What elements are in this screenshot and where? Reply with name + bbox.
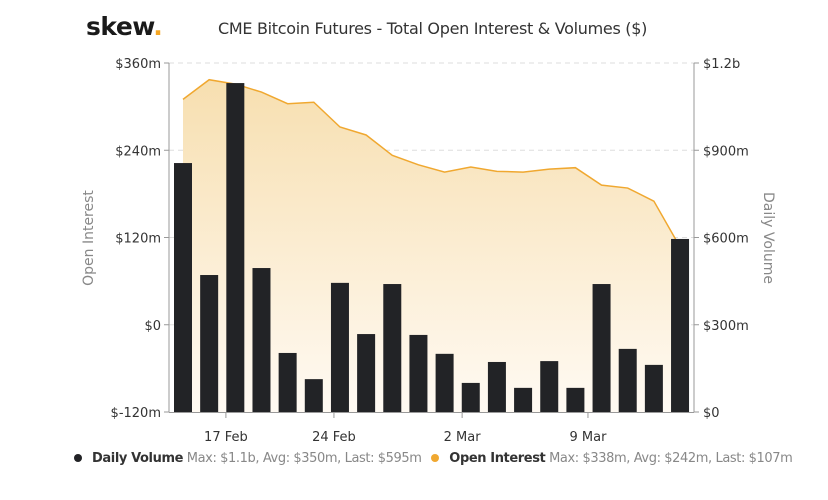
- legend-dot-daily-volume: [74, 453, 82, 462]
- volume-bar: [357, 334, 376, 412]
- x-tick-label: 17 Feb: [204, 430, 248, 445]
- volume-bar: [252, 268, 271, 412]
- volume-bar: [278, 352, 297, 412]
- right-tick-label: $300m: [703, 319, 749, 334]
- left-tick-label: $240m: [115, 144, 161, 159]
- volume-bar: [304, 379, 323, 412]
- volume-bar: [566, 387, 585, 412]
- legend-name: Daily Volume: [92, 451, 184, 466]
- volume-bar: [435, 353, 454, 412]
- x-tick-label: 2 Mar: [444, 430, 482, 445]
- volume-bar: [409, 334, 428, 412]
- left-tick-label: $0: [144, 319, 161, 334]
- chart-title: CME Bitcoin Futures - Total Open Interes…: [218, 19, 648, 38]
- volume-bar: [383, 284, 402, 412]
- left-tick-label: $-120m: [111, 406, 161, 421]
- left-tick-label: $120m: [115, 232, 161, 247]
- volume-bar: [487, 361, 506, 412]
- volume-bar: [671, 238, 690, 412]
- legend: Daily Volume Max: $1.1b, Avg: $350m, Las…: [74, 451, 798, 466]
- legend-item-daily-volume[interactable]: Daily Volume Max: $1.1b, Avg: $350m, Las…: [74, 451, 422, 466]
- logo-text: skew: [86, 12, 154, 41]
- open-interest-area: [183, 79, 681, 413]
- right-axis-ticks: $0 $300m $600m $900m $1.2b: [694, 57, 749, 421]
- right-axis-title: Daily Volume: [760, 192, 776, 284]
- volume-bar: [540, 361, 559, 412]
- left-axis-title: Open Interest: [81, 190, 97, 286]
- open-interest-line: [182, 78, 681, 248]
- volume-bar: [644, 364, 663, 412]
- legend-dot-open-interest: [431, 453, 440, 462]
- right-tick-label: $1.2b: [703, 57, 740, 72]
- volume-bar: [592, 284, 611, 412]
- volume-bar: [514, 387, 533, 412]
- volume-bars-group: [174, 83, 690, 412]
- right-tick-label: $900m: [703, 144, 749, 159]
- volume-bar: [226, 83, 245, 412]
- x-tick-label: 9 Mar: [569, 430, 607, 445]
- legend-name: Open Interest: [449, 451, 546, 466]
- left-axis-ticks: $-120m $0 $120m $240m $360m: [111, 57, 169, 421]
- legend-stats: Max: $338m, Avg: $242m, Last: $107m: [549, 451, 793, 466]
- skew-logo: skew.: [86, 12, 163, 41]
- legend-item-open-interest[interactable]: Open Interest Max: $338m, Avg: $242m, La…: [431, 451, 793, 466]
- volume-bar: [618, 348, 637, 412]
- right-tick-label: $0: [703, 406, 720, 421]
- x-tick-label: 24 Feb: [312, 430, 356, 445]
- volume-bar: [174, 163, 192, 412]
- x-axis-ticks: 17 Feb 24 Feb 2 Mar 9 Mar: [204, 412, 607, 445]
- legend-stats: Max: $1.1b, Avg: $350m, Last: $595m: [186, 451, 422, 466]
- volume-bar: [200, 275, 219, 412]
- volume-bar: [330, 282, 349, 412]
- volume-bar: [461, 382, 480, 412]
- right-tick-label: $600m: [703, 232, 749, 247]
- left-tick-label: $360m: [115, 57, 161, 72]
- logo-dot: .: [153, 12, 163, 41]
